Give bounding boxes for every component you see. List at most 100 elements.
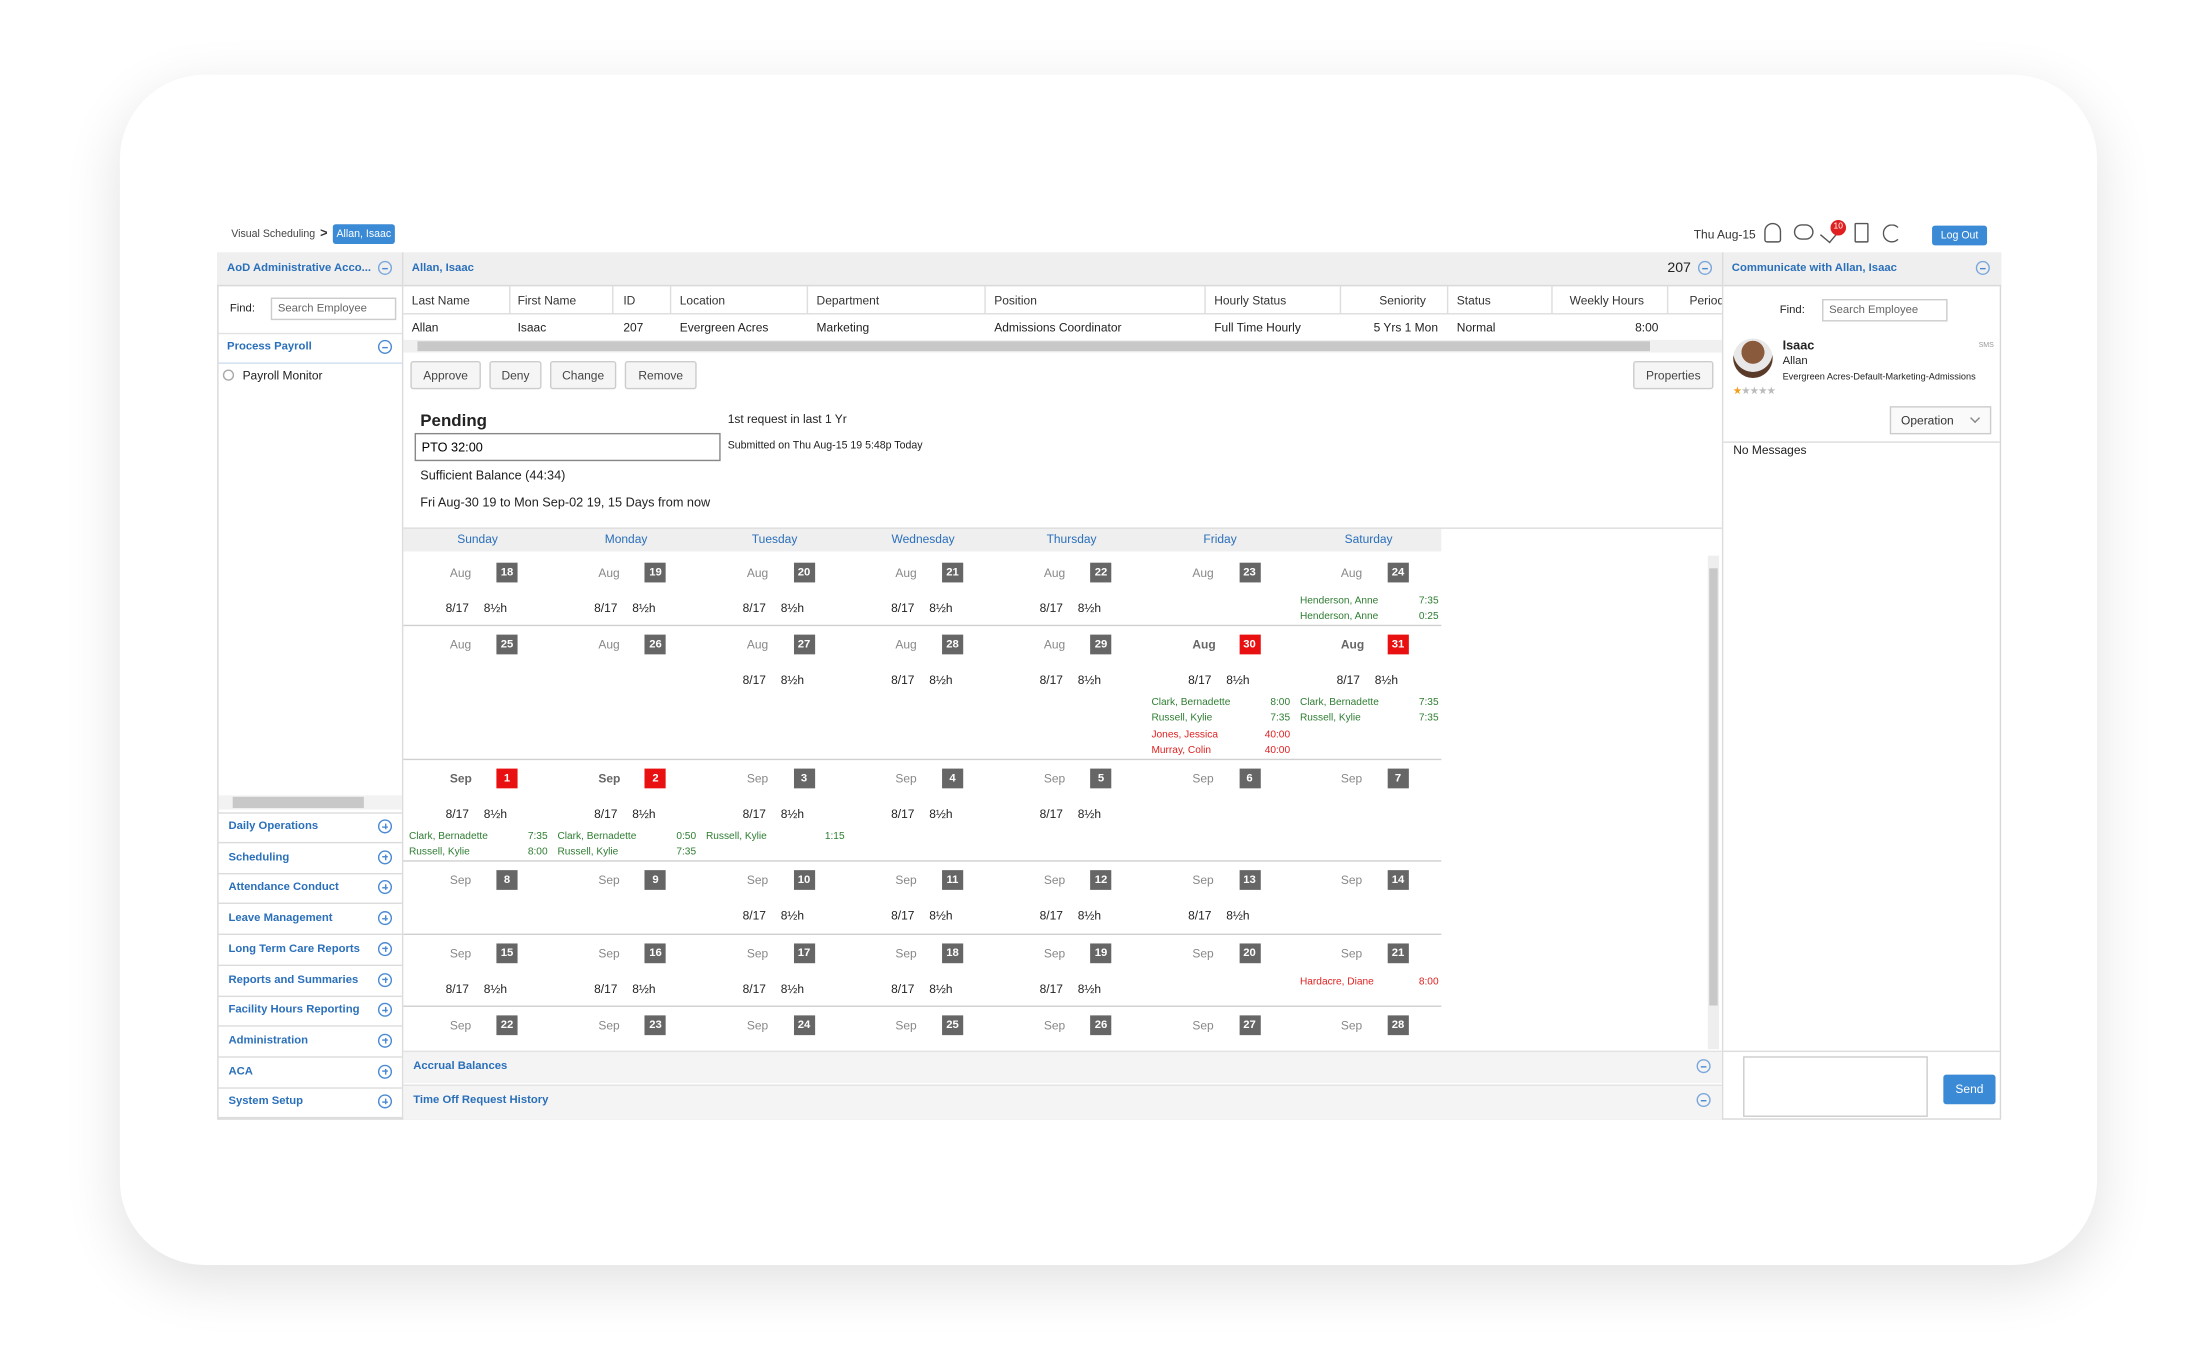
cell-month: Aug bbox=[746, 637, 769, 652]
cell-month: Sep bbox=[895, 771, 917, 786]
entry-name: Hardacre, Diane bbox=[1299, 974, 1374, 988]
toggle-icon[interactable] bbox=[377, 880, 393, 895]
nav-section[interactable]: Scheduling bbox=[228, 849, 290, 863]
action-button[interactable]: Deny bbox=[489, 361, 542, 390]
day-number: 19 bbox=[644, 562, 667, 583]
toggle-icon[interactable] bbox=[1697, 260, 1713, 276]
entry-name: Russell, Kylie bbox=[1151, 711, 1213, 724]
action-button[interactable]: Approve bbox=[410, 361, 481, 390]
message-input[interactable] bbox=[1743, 1056, 1928, 1117]
day-number: 25 bbox=[941, 1015, 964, 1036]
divider bbox=[218, 1056, 402, 1058]
day-number: 28 bbox=[1387, 1015, 1409, 1036]
cell-hours: 8½h bbox=[1077, 908, 1102, 923]
action-button[interactable]: Remove bbox=[624, 361, 697, 390]
logout-button[interactable]: Log Out bbox=[1932, 225, 1988, 246]
cell-shift: 8/17 bbox=[742, 981, 766, 996]
cell-month: Aug bbox=[1043, 565, 1066, 580]
panel-title[interactable]: Time Off Request History bbox=[413, 1092, 549, 1106]
nav-section[interactable]: Administration bbox=[228, 1033, 309, 1047]
search-input[interactable]: Search Employee bbox=[1822, 298, 1948, 322]
entry-time: 1:15 bbox=[824, 829, 845, 842]
column-header: ID bbox=[623, 293, 636, 308]
toggle-icon[interactable] bbox=[1975, 260, 1990, 276]
breadcrumb: Visual Scheduling bbox=[231, 227, 316, 240]
nav-section[interactable]: Long Term Care Reports bbox=[228, 941, 360, 955]
column-divider bbox=[1204, 286, 1206, 315]
toggle-icon[interactable] bbox=[377, 1094, 393, 1109]
column-divider bbox=[1446, 286, 1449, 315]
send-button[interactable]: Send bbox=[1943, 1074, 1996, 1105]
cell-month: Aug bbox=[895, 565, 917, 580]
day-number: 15 bbox=[496, 943, 518, 964]
day-number: 29 bbox=[1090, 634, 1112, 655]
cell-month: Sep bbox=[1340, 946, 1363, 961]
icon-stroke bbox=[382, 346, 388, 348]
nav-section[interactable]: System Setup bbox=[228, 1094, 304, 1108]
toggle-icon[interactable] bbox=[377, 260, 393, 276]
collapsible-panel[interactable] bbox=[403, 1084, 1722, 1120]
divider bbox=[218, 332, 402, 335]
cell-hours: 8½h bbox=[1077, 806, 1102, 821]
panel-title[interactable]: Accrual Balances bbox=[413, 1059, 508, 1072]
toggle-icon[interactable] bbox=[377, 1064, 393, 1079]
current-date: Thu Aug-15 bbox=[1693, 227, 1756, 242]
column-header: First Name bbox=[517, 293, 577, 308]
cell-hours: 8½h bbox=[632, 600, 656, 615]
icon-stroke bbox=[1980, 267, 1986, 269]
toggle-icon[interactable] bbox=[1696, 1092, 1711, 1108]
nav-section[interactable]: Reports and Summaries bbox=[228, 972, 359, 986]
calendar-header bbox=[403, 528, 1442, 552]
cell-shift: 8/17 bbox=[742, 806, 766, 821]
radio[interactable] bbox=[222, 369, 235, 381]
action-button[interactable]: Change bbox=[550, 361, 617, 390]
operation-dropdown[interactable]: Operation bbox=[1889, 406, 1992, 435]
divider bbox=[1723, 441, 2000, 443]
collapsible-panel[interactable] bbox=[403, 1050, 1722, 1084]
column-divider bbox=[806, 286, 809, 315]
cell-hours: 8½h bbox=[929, 908, 953, 923]
employee-id: 207 bbox=[1667, 260, 1691, 277]
cell-month: Sep bbox=[1043, 946, 1066, 961]
search-input[interactable]: Search Employee bbox=[270, 297, 397, 321]
toggle-icon[interactable] bbox=[377, 339, 393, 354]
cell-month: Sep bbox=[598, 946, 620, 961]
cell: 5 Yrs 1 Mon bbox=[1373, 320, 1439, 335]
nav-section[interactable]: Attendance Conduct bbox=[228, 880, 339, 894]
divider bbox=[1723, 1050, 2000, 1053]
active-section[interactable]: Process Payroll bbox=[227, 339, 312, 353]
toggle-icon[interactable] bbox=[1696, 1059, 1711, 1074]
chat-icon[interactable] bbox=[1793, 224, 1814, 240]
cell-shift: 8/17 bbox=[1188, 908, 1212, 923]
day-number: 18 bbox=[941, 943, 964, 964]
nav-section[interactable]: Leave Management bbox=[228, 911, 333, 924]
toggle-icon[interactable] bbox=[377, 1033, 393, 1048]
properties-button[interactable]: Properties bbox=[1633, 361, 1714, 390]
cell-month: Sep bbox=[449, 1018, 472, 1033]
refresh-icon[interactable] bbox=[1882, 224, 1902, 243]
toggle-icon[interactable] bbox=[377, 1002, 393, 1018]
day-number: 21 bbox=[1387, 943, 1409, 964]
user-icon[interactable] bbox=[1764, 222, 1782, 243]
cell-shift: 8/17 bbox=[1188, 672, 1212, 687]
cell-shift: 8/17 bbox=[594, 806, 618, 821]
toggle-icon[interactable] bbox=[377, 972, 393, 987]
nav-section[interactable]: ACA bbox=[228, 1064, 253, 1077]
day-number: 30 bbox=[1238, 634, 1261, 655]
entry-name: Clark, Bernadette bbox=[557, 829, 637, 842]
cell-month: Sep bbox=[598, 1018, 620, 1033]
cell: Normal bbox=[1456, 320, 1496, 335]
nav-section[interactable]: Facility Hours Reporting bbox=[228, 1002, 360, 1016]
toggle-icon[interactable] bbox=[377, 941, 393, 956]
nav-item[interactable]: Payroll Monitor bbox=[242, 368, 323, 383]
breadcrumb-current[interactable]: Allan, Isaac bbox=[332, 224, 395, 244]
document-icon[interactable] bbox=[1854, 222, 1869, 243]
day-number: 22 bbox=[496, 1015, 518, 1036]
cell-month: Sep bbox=[1043, 1018, 1066, 1033]
entry-name: Henderson, Anne bbox=[1299, 609, 1379, 623]
nav-section[interactable]: Daily Operations bbox=[228, 819, 319, 833]
toggle-icon[interactable] bbox=[377, 849, 393, 865]
toggle-icon[interactable] bbox=[377, 911, 393, 926]
toggle-icon[interactable] bbox=[377, 819, 393, 834]
entry-time: 0:25 bbox=[1418, 609, 1439, 623]
